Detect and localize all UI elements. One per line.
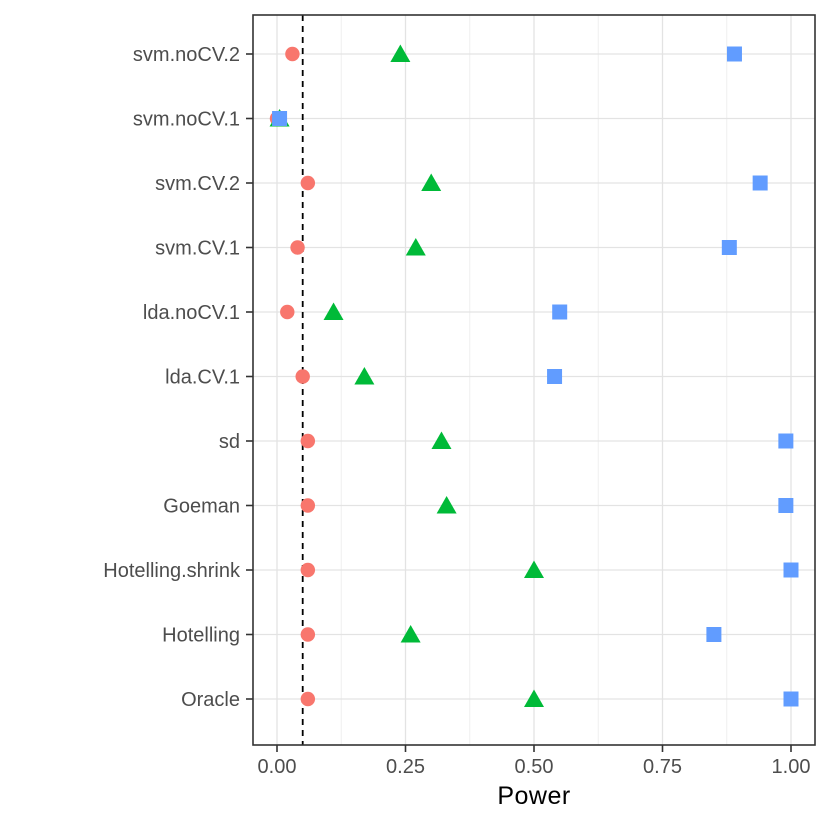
data-point-square (272, 111, 288, 126)
y-axis-label: Hotelling.shrink (103, 560, 241, 582)
data-point-square (706, 627, 722, 642)
data-point-circle (295, 369, 310, 384)
y-axis-label: svm.CV.2 (155, 173, 240, 195)
data-point-triangle (431, 431, 452, 449)
data-point-circle (300, 627, 316, 642)
x-tick-label: 1.00 (772, 756, 811, 778)
data-point-square (783, 562, 799, 578)
data-point-triangle (354, 367, 375, 385)
data-point-circle (300, 175, 316, 191)
data-point-circle (280, 304, 295, 320)
x-tick-label: 0.50 (515, 756, 554, 778)
data-point-square (778, 433, 794, 449)
data-point-square (783, 691, 799, 707)
data-point-triangle (405, 238, 426, 256)
data-point-circle (290, 240, 305, 255)
y-axis-label: Hotelling (162, 625, 240, 647)
data-point-square (726, 46, 742, 62)
data-point-triangle (400, 625, 421, 643)
x-tick-label: 0.25 (386, 756, 425, 778)
data-point-square (778, 498, 794, 513)
data-point-circle (300, 691, 316, 707)
data-point-triangle (524, 689, 544, 707)
data-point-triangle (390, 44, 411, 62)
y-axis-label: svm.noCV.2 (133, 44, 240, 66)
y-axis-label: lda.CV.1 (165, 367, 240, 389)
x-tick-label: 0.75 (643, 756, 682, 778)
data-point-square (547, 369, 563, 384)
data-point-circle (300, 498, 316, 513)
y-axis-label: svm.noCV.1 (133, 109, 240, 131)
data-point-square (552, 304, 568, 320)
y-axis-label: lda.noCV.1 (143, 302, 240, 324)
x-tick-label: 0.00 (258, 756, 297, 778)
data-point-circle (300, 433, 316, 449)
x-axis-title: Power (497, 782, 571, 810)
data-point-triangle (524, 560, 544, 578)
y-axis-label: Goeman (163, 496, 240, 518)
data-point-square (752, 175, 768, 191)
data-point-triangle (323, 302, 344, 320)
y-axis-label: svm.CV.1 (155, 238, 240, 260)
data-point-triangle (421, 173, 442, 191)
y-axis-label: sd (219, 431, 240, 453)
data-point-triangle (436, 496, 457, 514)
y-axis-label: Oracle (181, 689, 240, 711)
data-point-square (721, 240, 737, 255)
data-point-circle (285, 46, 300, 62)
data-point-circle (300, 562, 316, 578)
